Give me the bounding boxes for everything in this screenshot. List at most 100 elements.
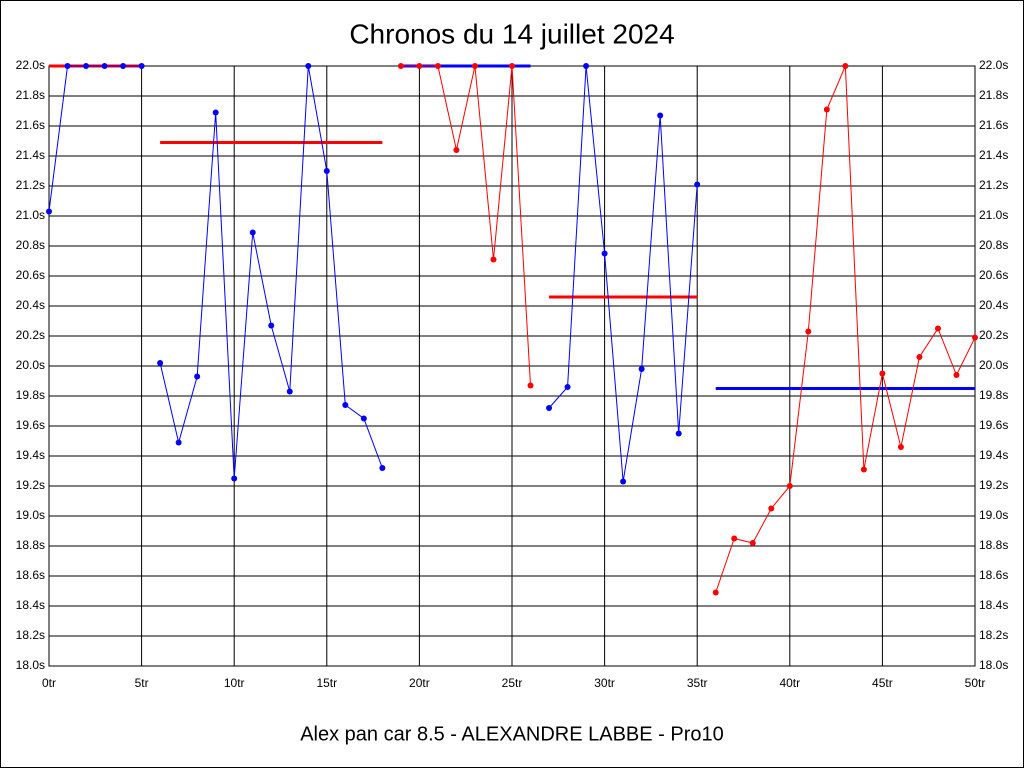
point (675, 430, 682, 437)
point (842, 63, 849, 69)
y-tick-label: 18.4s (16, 598, 45, 612)
y-tick-label: 20.0s (16, 358, 45, 372)
x-tick-label: 10tr (224, 676, 245, 690)
point (546, 405, 553, 411)
y-tick-label: 21.4s (16, 148, 45, 162)
y2-tick-label: 18.6s (979, 568, 1008, 582)
point (583, 63, 590, 69)
x-tick-label: 5tr (135, 676, 149, 690)
point (879, 370, 886, 377)
y-tick-label: 20.8s (16, 238, 45, 252)
x-tick-label: 15tr (316, 676, 337, 690)
point (749, 540, 756, 546)
point (564, 384, 571, 390)
y-tick-label: 19.6s (16, 418, 45, 432)
y-tick-label: 18.8s (16, 538, 45, 552)
x-tick-label: 50tr (965, 676, 986, 690)
y-tick-label: 20.2s (16, 328, 45, 342)
y-tick-label: 18.6s (16, 568, 45, 582)
point (638, 366, 645, 372)
point (527, 382, 534, 389)
y2-tick-label: 19.4s (979, 448, 1008, 462)
series-line (48, 65, 142, 212)
y-tick-label: 21.2s (16, 178, 45, 192)
y-tick-label: 21.8s (16, 88, 45, 102)
point (231, 475, 238, 482)
x-tick-label: 25tr (502, 676, 523, 690)
x-tick-label: 35tr (687, 676, 708, 690)
point (434, 63, 441, 69)
point (157, 360, 164, 366)
y2-tick-label: 18.8s (979, 538, 1008, 552)
y2-tick-label: 21.2s (979, 178, 1008, 192)
y-tick-label: 19.4s (16, 448, 45, 462)
point (360, 415, 367, 422)
x-tick-label: 40tr (779, 676, 800, 690)
point (138, 63, 145, 69)
point (897, 444, 904, 450)
point (342, 402, 349, 408)
point (712, 589, 719, 596)
y-tick-label: 19.0s (16, 508, 45, 522)
y2-tick-label: 21.8s (979, 88, 1008, 102)
y2-tick-label: 18.2s (979, 628, 1008, 642)
point (64, 63, 71, 69)
y2-tick-label: 19.0s (979, 508, 1008, 522)
chart-title: Chronos du 14 juillet 2024 (349, 18, 674, 49)
point (601, 250, 608, 257)
y2-tick-label: 20.4s (979, 298, 1008, 312)
point (786, 483, 793, 489)
point (83, 63, 90, 69)
point (379, 465, 386, 471)
y2-tick-label: 20.8s (979, 238, 1008, 252)
series-line (400, 65, 532, 386)
y-tick-label: 22.0s (16, 58, 45, 72)
y2-tick-label: 20.2s (979, 328, 1008, 342)
point (490, 256, 497, 263)
point (916, 354, 923, 360)
point (731, 535, 738, 542)
point (249, 229, 256, 236)
point (453, 147, 460, 153)
point (805, 328, 812, 335)
point (175, 439, 182, 446)
y-tick-label: 21.0s (16, 208, 45, 222)
point (694, 181, 701, 188)
y2-tick-label: 19.6s (979, 418, 1008, 432)
x-tick-label: 45tr (872, 676, 893, 690)
x-tick-label: 0tr (42, 676, 56, 690)
x-tick-label: 30tr (594, 676, 615, 690)
y2-tick-label: 18.4s (979, 598, 1008, 612)
point (934, 325, 941, 332)
y2-tick-label: 19.8s (979, 388, 1008, 402)
point (416, 63, 423, 69)
chart-footer: Alex pan car 8.5 - ALEXANDRE LABBE - Pro… (300, 723, 724, 745)
point (860, 466, 867, 473)
y2-tick-label: 20.0s (979, 358, 1008, 372)
y-tick-label: 18.0s (16, 658, 45, 672)
point (286, 388, 293, 395)
point (101, 63, 108, 69)
point (120, 63, 127, 69)
point (305, 63, 312, 69)
x-tick-label: 20tr (409, 676, 430, 690)
y-tick-label: 18.2s (16, 628, 45, 642)
point (823, 106, 830, 113)
point (972, 334, 978, 341)
y2-tick-label: 19.2s (979, 478, 1008, 492)
y-tick-label: 20.4s (16, 298, 45, 312)
point (657, 112, 664, 119)
point (268, 322, 275, 329)
point (953, 372, 960, 378)
point (194, 373, 201, 380)
y-tick-label: 19.2s (16, 478, 45, 492)
point (397, 63, 404, 69)
point (323, 168, 330, 174)
y2-tick-label: 21.4s (979, 148, 1008, 162)
y2-tick-label: 21.0s (979, 208, 1008, 222)
point (471, 63, 478, 69)
y2-tick-label: 22.0s (979, 58, 1008, 72)
point (620, 478, 627, 485)
